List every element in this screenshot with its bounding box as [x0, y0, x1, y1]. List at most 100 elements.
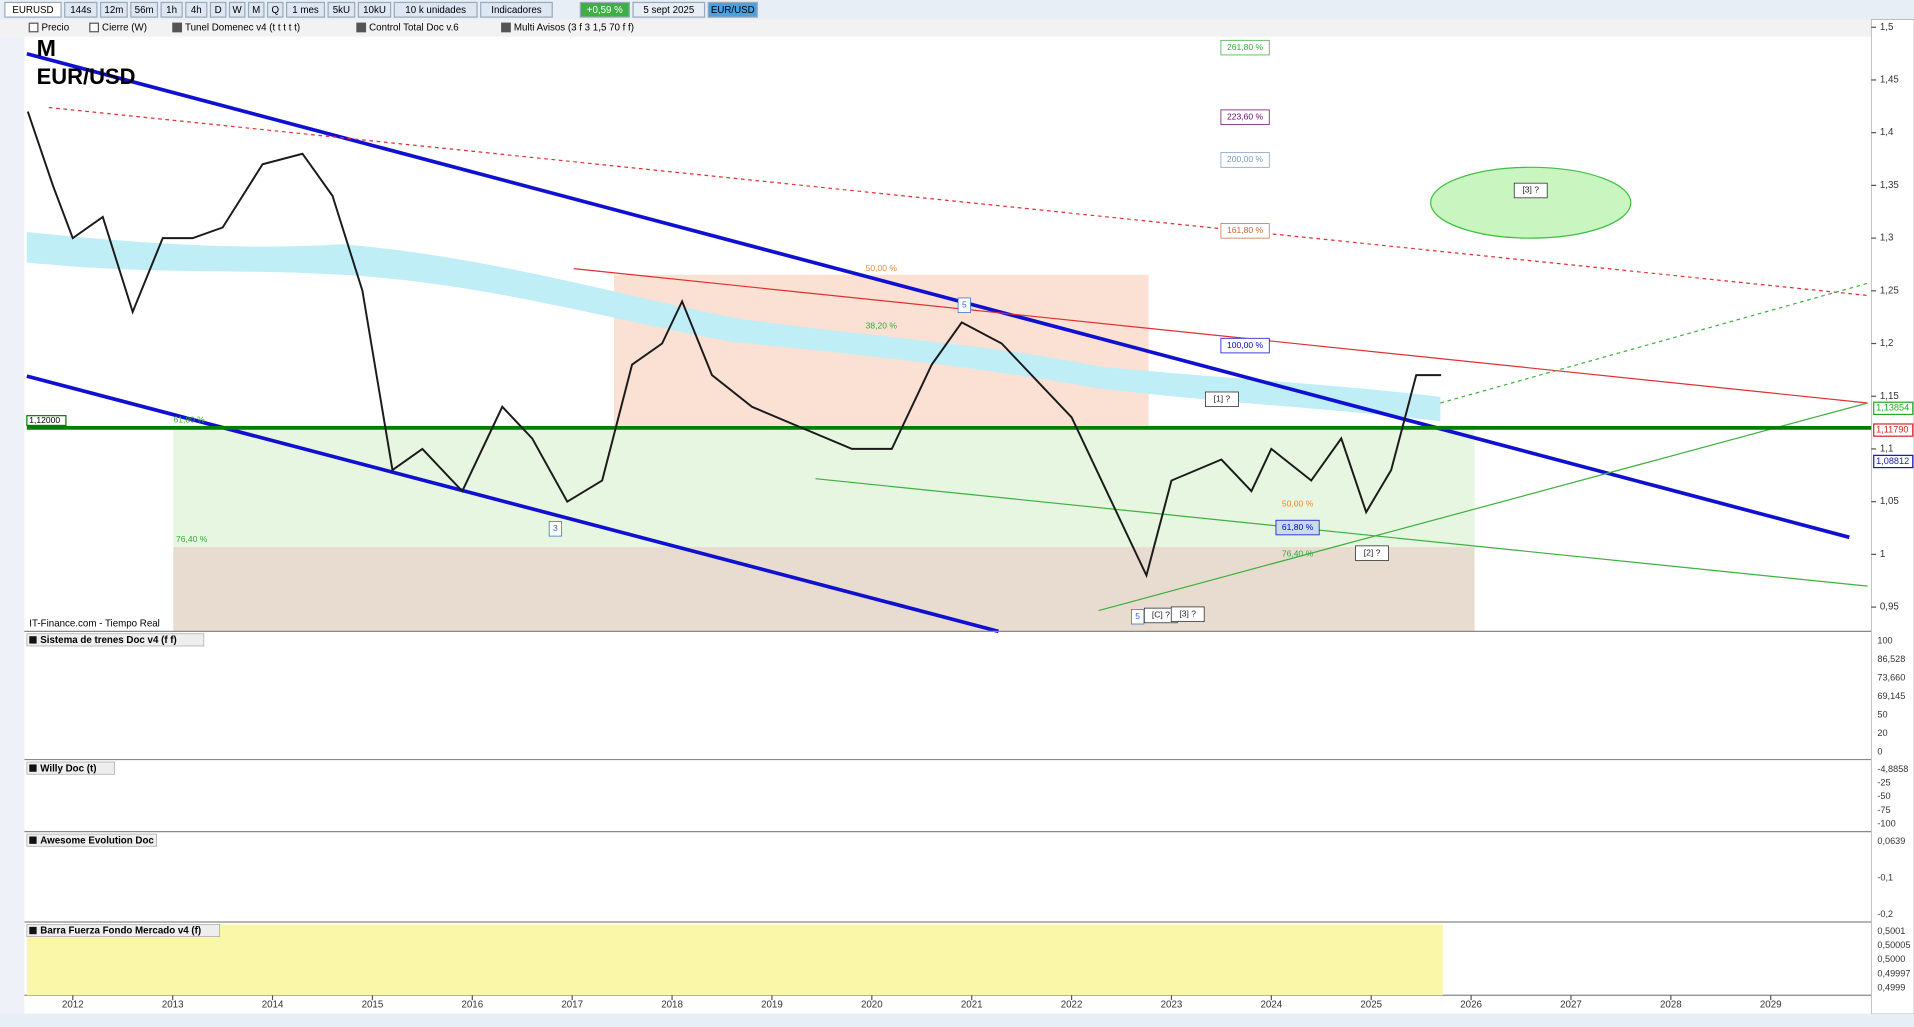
button-label[interactable]: 12m	[104, 5, 123, 16]
price-line	[26, 111, 1442, 579]
annotation: 161,80 %	[1227, 225, 1263, 235]
x-tick-label: 2024	[1260, 1000, 1282, 1011]
level-label: 1,12000	[29, 415, 60, 425]
legend-label[interactable]: Multi Avisos (3 f 3 1,5 70 f f)	[514, 23, 634, 34]
annotation: 76,40 %	[1282, 549, 1314, 559]
annotation: 223,60 %	[1227, 111, 1263, 121]
button[interactable]	[707, 1, 758, 18]
annotation-box	[1220, 109, 1270, 125]
annotation: 38,20 %	[866, 320, 898, 330]
trend-line	[1440, 282, 1868, 404]
button[interactable]	[327, 1, 356, 18]
button	[579, 1, 630, 18]
button-label[interactable]: 144s	[70, 5, 91, 16]
annotation: [1] ?	[1214, 394, 1231, 404]
button-label: 5 sept 2025	[643, 5, 695, 16]
button-label[interactable]: 1 mes	[292, 5, 319, 16]
annotation-box	[1131, 608, 1145, 625]
legend-label[interactable]: Precio	[42, 23, 70, 34]
annotation: 3	[553, 523, 558, 533]
button	[632, 1, 706, 18]
panel-scale-label: 86,528	[1877, 654, 1905, 664]
button-label[interactable]: 10 k unidades	[405, 5, 466, 16]
button[interactable]	[185, 1, 208, 18]
y-tick-label: 1,4	[1880, 127, 1894, 138]
panel-scale-label: 50	[1877, 710, 1887, 720]
panel-title: Sistema de trenes Doc v4 (f f)	[40, 635, 177, 646]
annotation: [C] ?	[1152, 610, 1170, 620]
price-tag	[1873, 401, 1914, 416]
button[interactable]	[209, 1, 227, 18]
legend-box[interactable]	[28, 22, 39, 33]
button[interactable]	[4, 1, 62, 18]
annotation: 261,80 %	[1227, 42, 1263, 52]
annotation: 5	[962, 300, 967, 310]
legend-box[interactable]	[89, 22, 99, 33]
annotation: 61,80 %	[174, 414, 206, 424]
price-tag-label: 1,11790	[1876, 425, 1908, 435]
button[interactable]	[393, 1, 478, 18]
button-label[interactable]: 1h	[166, 5, 177, 16]
button[interactable]	[228, 1, 246, 18]
trend-line	[573, 268, 1868, 404]
legend-box[interactable]	[501, 22, 511, 33]
button-label[interactable]: EURUSD	[12, 5, 53, 16]
legend-label[interactable]: Cierre (W)	[102, 23, 147, 34]
trend-line	[26, 51, 1850, 540]
button[interactable]	[130, 1, 159, 18]
button[interactable]	[247, 1, 265, 18]
legend-label[interactable]: Tunel Domenec v4 (t t t t t)	[185, 23, 300, 34]
x-tick-label: 2013	[162, 1000, 184, 1011]
annotation-box	[957, 297, 971, 313]
annotation: 100,00 %	[1227, 340, 1263, 350]
button[interactable]	[480, 1, 553, 18]
annotation-box	[1275, 519, 1320, 536]
x-tick-label: 2020	[861, 1000, 883, 1011]
legend-label[interactable]: Control Total Doc v.6	[369, 23, 459, 34]
x-tick-label: 2012	[62, 1000, 84, 1011]
panel-title-box	[26, 633, 205, 647]
panel-scale-label: 100	[1877, 636, 1892, 646]
price-tag-label: 1,08812	[1876, 456, 1909, 466]
button[interactable]	[357, 1, 392, 18]
annotation-box	[1220, 337, 1270, 354]
button[interactable]	[160, 1, 183, 18]
panel-scale-label: -100	[1877, 819, 1895, 829]
panel-title: Barra Fuerza Fondo Mercado v4 (f)	[40, 926, 201, 937]
annotation: 5	[1135, 611, 1140, 621]
annotation-box	[1205, 391, 1239, 408]
annotation: 50,00 %	[1282, 499, 1314, 509]
panel-scale-label: 0,5001	[1877, 926, 1905, 936]
annotation-box	[1513, 182, 1548, 199]
legend-box[interactable]	[356, 22, 367, 33]
annotation: 76,40 %	[176, 534, 208, 544]
button-label[interactable]: 56m	[135, 5, 154, 16]
button-label[interactable]: W	[233, 5, 243, 16]
annotation-box	[1220, 223, 1270, 239]
button-label[interactable]: 10kU	[363, 5, 386, 16]
button-label[interactable]: 4h	[191, 5, 202, 16]
button[interactable]	[64, 1, 98, 18]
x-tick-label: 2028	[1660, 1000, 1682, 1011]
source: IT-Finance.com - Tiempo Real	[29, 619, 160, 630]
pair-label: EUR/USD	[37, 64, 136, 89]
button-label[interactable]: EUR/USD	[711, 5, 755, 16]
panel-scale-label: -4,8858	[1877, 764, 1908, 774]
button-label[interactable]: 5kU	[333, 5, 350, 16]
button-label[interactable]: Q	[271, 5, 279, 16]
annotation-box	[1220, 152, 1270, 168]
panel-scale-label: 0	[1877, 747, 1882, 757]
timeframe: M	[37, 35, 56, 61]
panel-scale-label: 0,0639	[1877, 836, 1905, 846]
y-tick-label: 1,25	[1880, 285, 1900, 296]
button-label[interactable]: D	[215, 5, 222, 16]
panel-scale-label: 0,4999	[1877, 982, 1905, 992]
button[interactable]	[99, 1, 128, 18]
panel-scale-label: -0,2	[1877, 909, 1893, 919]
button[interactable]	[266, 1, 284, 18]
button[interactable]	[286, 1, 326, 18]
button-label[interactable]: M	[252, 5, 260, 16]
legend-box[interactable]	[172, 22, 183, 33]
x-tick-label: 2018	[661, 1000, 683, 1011]
button-label[interactable]: Indicadores	[491, 5, 542, 16]
